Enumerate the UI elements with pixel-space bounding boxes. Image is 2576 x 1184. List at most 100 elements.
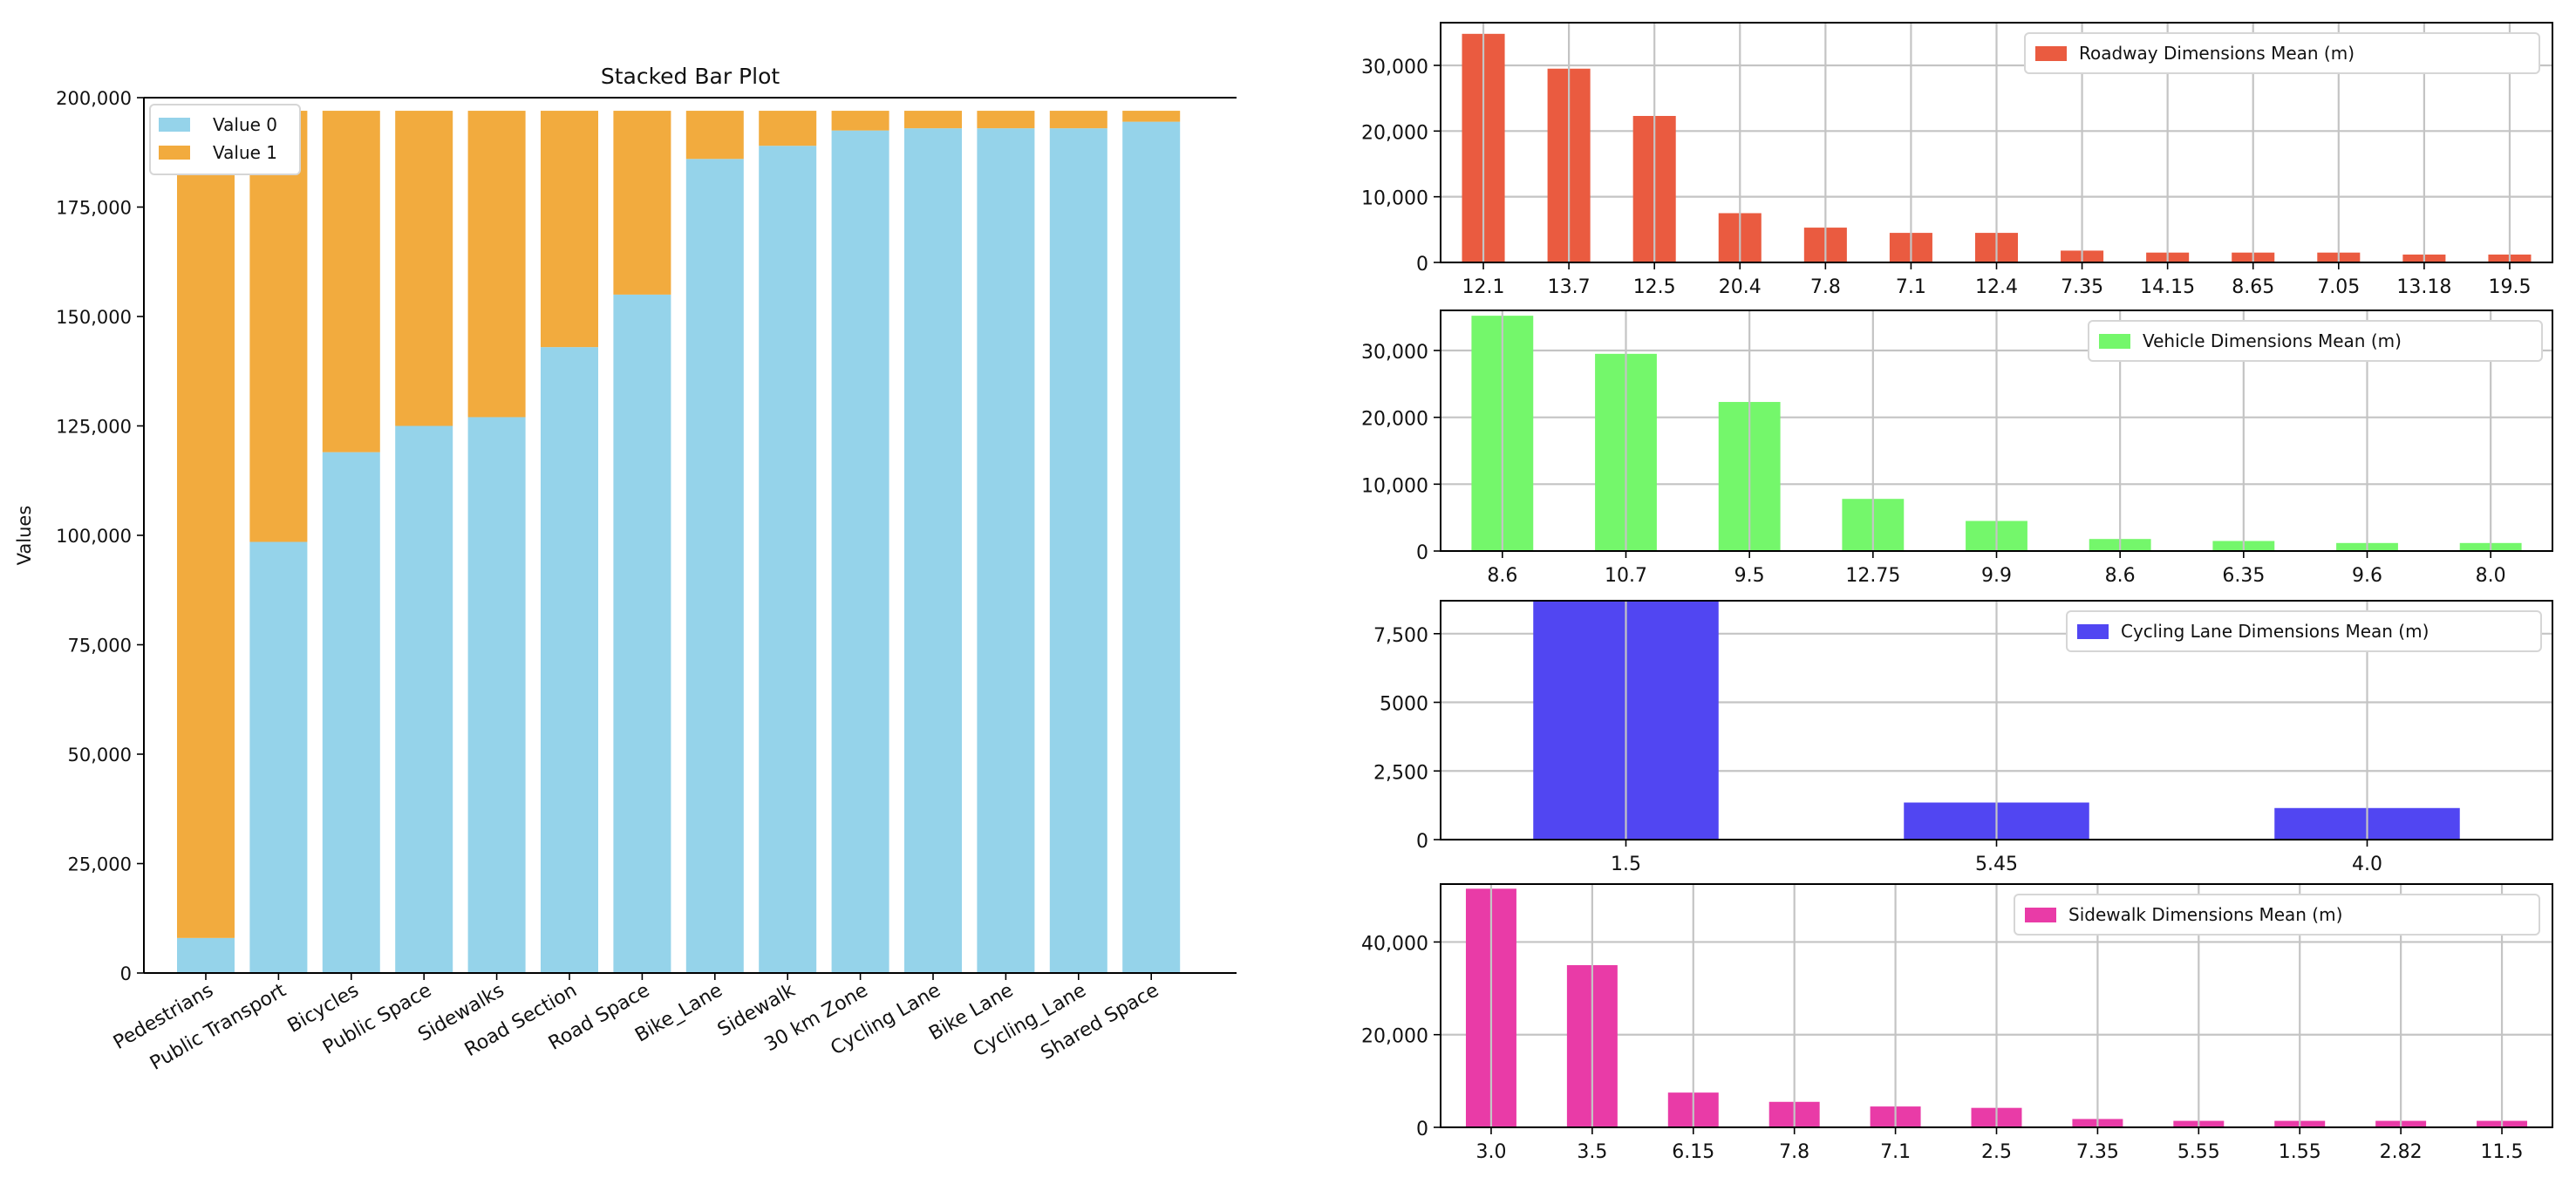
x-tick-label: 7.05 [2317, 276, 2360, 298]
x-tick-label: 8.6 [2105, 565, 2136, 587]
legend-swatch [159, 146, 190, 160]
bar-value-1 [249, 111, 308, 542]
bar-value-1 [977, 111, 1035, 129]
x-tick-label: 6.35 [2222, 565, 2265, 587]
x-tick-label: 13.18 [2396, 276, 2451, 298]
cycling-lane-bar-chart: 0 2,500 5000 7,500 1.5 5.45 4.0 Cycling Lane Di… [1373, 600, 2553, 875]
x-tick-label: 10.7 [1605, 565, 1647, 587]
sidewalk-bar-chart: 0 20,000 40,000 3.0 3.5 6.15 7.8 7.1 2.5 7.35 5.55… [1361, 883, 2553, 1163]
plot-frame [1440, 310, 2553, 552]
legend-label: Cycling Lane Dimensions Mean (m) [2121, 621, 2429, 642]
x-tick-label: 12.4 [1975, 276, 2018, 298]
x-tick-label: 5.45 [1975, 854, 2018, 875]
bar-value-0 [685, 159, 744, 973]
y-tick-label: 200,000 [56, 88, 132, 109]
x-tick-label: 14.15 [2140, 276, 2195, 298]
y-tick-label: 0 [1416, 542, 1428, 564]
bar-value-0 [541, 347, 598, 973]
y-tick-label: 0 [120, 963, 132, 984]
y-tick-label: 0 [1416, 831, 1428, 853]
legend-swatch [2077, 624, 2109, 639]
x-tick-label: 9.6 [2352, 565, 2382, 587]
y-tick-label: 40,000 [1361, 933, 1428, 955]
legend-swatch [2035, 46, 2067, 61]
legend-label: Value 0 [213, 114, 277, 135]
bar-value-1 [1122, 111, 1181, 122]
legend-box [2066, 610, 2542, 652]
bar-value-1 [613, 111, 671, 295]
legend-label: Value 1 [213, 142, 277, 163]
plot-frame [1440, 22, 2553, 263]
y-tick-label: 150,000 [56, 307, 132, 328]
bar-value-0 [904, 128, 962, 973]
x-tick-label: 1.5 [1611, 854, 1641, 875]
x-tick-label: 12.1 [1462, 276, 1505, 298]
x-tick-label: 5.55 [2177, 1141, 2220, 1163]
x-tick-label: 7.8 [1779, 1141, 1809, 1163]
x-tick-label: 7.8 [1810, 276, 1841, 298]
legend-swatch [159, 118, 190, 132]
y-tick-label: 20,000 [1361, 409, 1428, 431]
x-tick-label: 8.0 [2476, 565, 2506, 587]
x-tick-label: 12.75 [1845, 565, 1900, 587]
stacked-bar-chart: Stacked Bar Plot Values 0 25,000 50,000 75,00… [14, 64, 1237, 1075]
vehicle-bar-chart: 0 10,000 20,000 30,000 8.6 10.7 9.5 12.75 9.9 8.6… [1361, 310, 2553, 587]
bar-value-1 [395, 111, 453, 426]
x-tick-label: 20.4 [1719, 276, 1762, 298]
x-tick-label: 1.55 [2279, 1141, 2321, 1163]
x-tick-label: 7.1 [1880, 1141, 1911, 1163]
plot-frame [1440, 883, 2553, 1128]
bar-value-1 [1049, 111, 1107, 129]
bar-value-0 [977, 128, 1035, 973]
chart-title: Stacked Bar Plot [601, 64, 780, 89]
y-tick-label: 30,000 [1361, 57, 1428, 78]
y-tick-label: 30,000 [1361, 342, 1428, 364]
bar-value-1 [177, 111, 235, 938]
y-tick-label: 75,000 [68, 636, 132, 657]
roadway-bar-chart: 0 10,000 20,000 30,000 12.1 13.7 12.5 20.4 7.8 7.… [1361, 22, 2553, 298]
bar-value-1 [467, 111, 526, 418]
bar-value-1 [759, 111, 817, 146]
x-tick-label: 7.35 [2061, 276, 2103, 298]
y-tick-label: 10,000 [1361, 188, 1428, 210]
bar-value-0 [177, 937, 235, 973]
y-tick-label: 175,000 [56, 198, 132, 219]
y-tick-label: 50,000 [68, 745, 132, 766]
legend-box [2024, 32, 2540, 74]
x-tick-label: 19.5 [2488, 276, 2531, 298]
x-tick-label: 8.65 [2232, 276, 2274, 298]
x-tick-label: 3.5 [1577, 1141, 1607, 1163]
y-tick-label: 20,000 [1361, 122, 1428, 144]
legend-swatch [2025, 908, 2056, 922]
legend-label: Roadway Dimensions Mean (m) [2079, 43, 2355, 64]
y-tick-label: 100,000 [56, 526, 132, 547]
bar-value-1 [831, 111, 889, 131]
legend-label: Vehicle Dimensions Mean (m) [2143, 330, 2402, 351]
x-tick-label: 11.5 [2481, 1141, 2524, 1163]
plot-frame [1440, 600, 2553, 840]
legend-swatch [2099, 334, 2130, 349]
bar-value-0 [395, 425, 453, 973]
bar-value-1 [541, 111, 598, 348]
y-tick-label: 7,500 [1373, 625, 1428, 647]
x-tick-label: 9.5 [1734, 565, 1765, 587]
y-tick-label: 5000 [1380, 694, 1428, 716]
x-tick-label: 9.9 [1981, 565, 2012, 587]
x-tick-label: 12.5 [1633, 276, 1676, 298]
x-tick-label: 8.6 [1487, 565, 1517, 587]
bar-value-0 [467, 417, 526, 974]
y-tick-label: 10,000 [1361, 475, 1428, 497]
y-tick-label: 0 [1416, 1119, 1428, 1140]
x-tick-label: Public Transport [147, 979, 290, 1075]
bar-value-1 [685, 111, 744, 160]
x-tick-label: 13.7 [1548, 276, 1591, 298]
bar-value-0 [1049, 128, 1107, 973]
x-tick-label: 2.5 [1981, 1141, 2012, 1163]
bar-value-0 [613, 294, 671, 973]
y-tick-label: 20,000 [1361, 1026, 1428, 1048]
bar-value-0 [1122, 121, 1181, 974]
bar-value-0 [322, 452, 380, 973]
bar-value-0 [759, 146, 817, 974]
legend-label: Sidewalk Dimensions Mean (m) [2068, 904, 2342, 925]
bar-value-0 [831, 130, 889, 973]
